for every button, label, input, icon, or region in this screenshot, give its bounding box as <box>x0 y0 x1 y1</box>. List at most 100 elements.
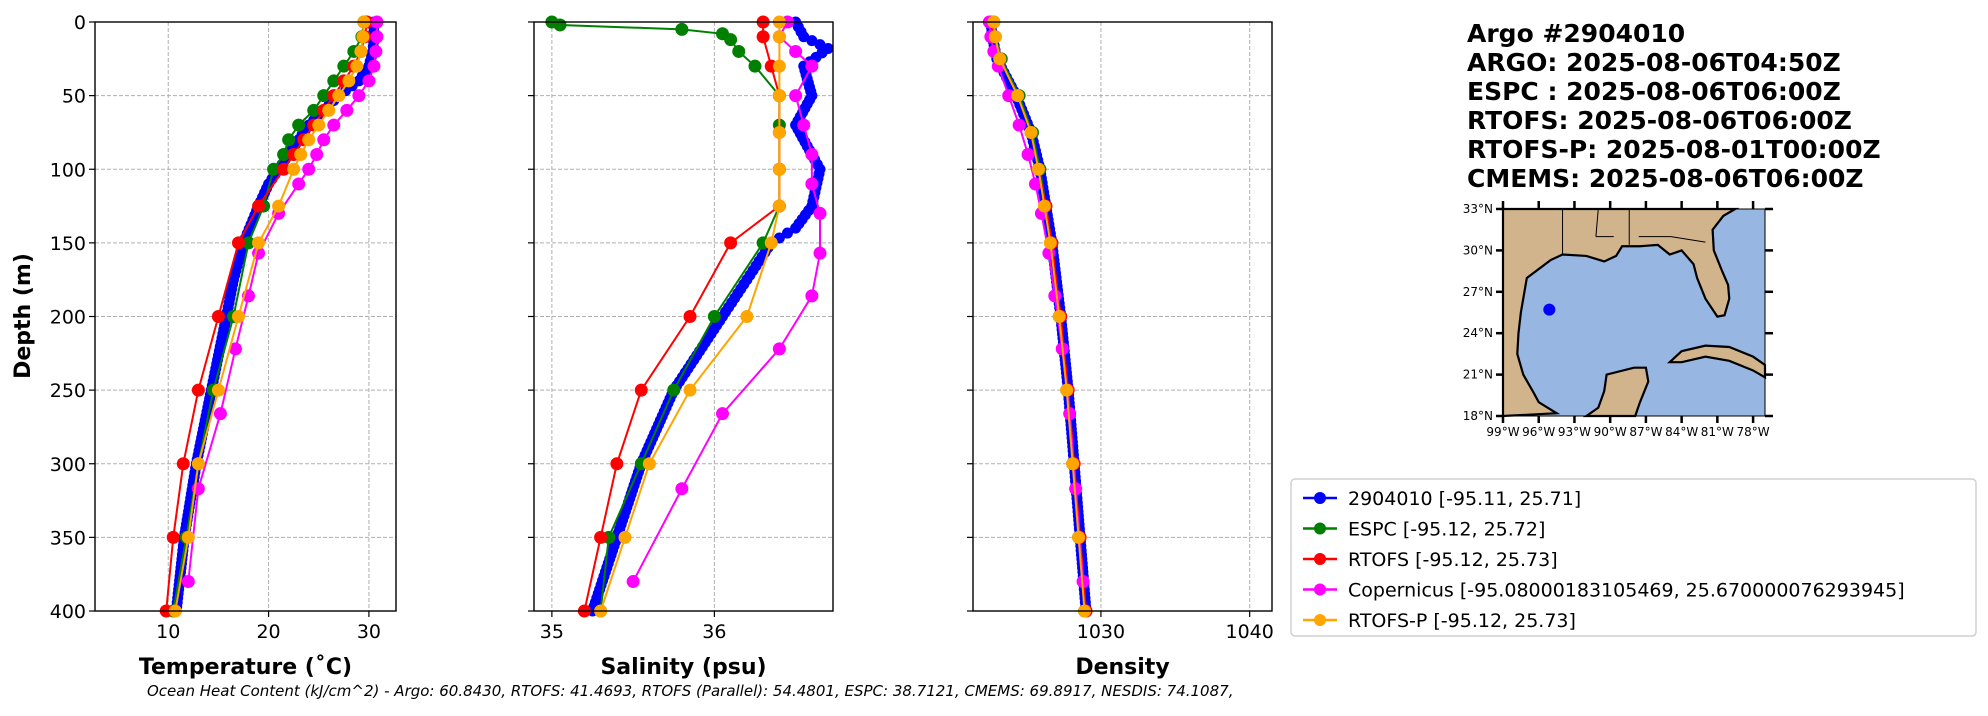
data-point-rtofs-p <box>342 74 356 88</box>
data-point-copernicus <box>805 148 819 162</box>
data-point-rtofs-p <box>211 383 225 397</box>
legend-item: RTOFS [-95.12, 25.73] <box>1303 549 1558 571</box>
data-point-espc <box>724 33 738 47</box>
data-point-copernicus <box>1048 289 1062 303</box>
map-lon-label: 78°W <box>1737 425 1770 439</box>
data-point-rtofs-p <box>993 52 1007 66</box>
data-point-copernicus <box>675 482 689 496</box>
data-point-rtofs-p <box>1037 199 1051 213</box>
data-point-rtofs <box>594 530 608 544</box>
data-point-2904010 <box>790 222 802 234</box>
axes-frame <box>972 21 1273 612</box>
data-point-copernicus <box>805 177 819 191</box>
data-point-espc <box>292 118 306 132</box>
data-point-rtofs <box>634 383 648 397</box>
y-axis-label: Depth (m) <box>11 253 36 379</box>
legend-marker-swatch <box>1314 583 1326 596</box>
legend-frame <box>1290 478 1977 637</box>
legend-item: 2904010 [-95.11, 25.71] <box>1303 488 1581 510</box>
data-point-copernicus <box>805 59 819 73</box>
y-tick-label: 250 <box>50 380 86 402</box>
data-point-copernicus <box>352 89 366 103</box>
data-point-rtofs-p <box>294 148 308 162</box>
data-point-copernicus <box>789 89 803 103</box>
data-point-copernicus <box>805 289 819 303</box>
data-point-rtofs-p <box>1052 310 1066 323</box>
data-point-copernicus <box>1002 89 1016 103</box>
data-point-rtofs-p <box>181 530 195 544</box>
data-point-rtofs-p <box>350 59 364 73</box>
data-point-copernicus <box>370 30 384 44</box>
x-tick-label: 1040 <box>1226 621 1274 643</box>
data-point-rtofs-p <box>1072 530 1086 544</box>
data-point-rtofs-p <box>764 236 778 250</box>
map-lat-label: 30°N <box>1463 243 1493 257</box>
y-tick-label: 350 <box>50 527 86 549</box>
data-point-espc <box>327 74 341 88</box>
map-land <box>1501 207 1740 418</box>
data-point-copernicus <box>1012 118 1026 132</box>
location-map: 33°N 30°N 27°N 24°N 21°N 18°N 99°W 96°W 93°W 90°W… <box>1463 201 1773 439</box>
data-point-2904010 <box>806 35 818 47</box>
y-tick-label: 0 <box>74 12 86 34</box>
map-lon-label: 93°W <box>1558 425 1591 439</box>
title-line-rtofs: RTOFS: 2025-08-06T06:00Z <box>1467 106 1852 135</box>
data-point-2904010 <box>782 227 793 239</box>
data-point-rtofs <box>211 310 225 323</box>
data-point-copernicus <box>797 118 811 132</box>
map-lat-label: 24°N <box>1463 326 1493 340</box>
data-point-rtofs <box>277 162 291 176</box>
x-tick-label: 36 <box>702 621 726 643</box>
data-point-rtofs <box>231 236 245 250</box>
legend-marker-swatch <box>1314 553 1326 565</box>
data-point-rtofs <box>683 310 697 323</box>
map-lon-label: 99°W <box>1486 425 1519 439</box>
legend-marker-swatch <box>1314 614 1326 626</box>
data-point-copernicus <box>1063 407 1077 421</box>
data-point-copernicus <box>772 342 786 356</box>
panel-1: 35 36 Salinity (psu) <box>528 15 834 680</box>
data-point-rtofs <box>724 236 738 250</box>
title-line-rtofs-p: RTOFS-P: 2025-08-01T00:00Z <box>1467 135 1881 164</box>
legend-label: RTOFS [-95.12, 25.73] <box>1348 549 1558 571</box>
data-point-rtofs-p <box>272 199 286 213</box>
title-line-float: Argo #2904010 <box>1467 19 1685 48</box>
series-line-copernicus <box>988 21 1085 582</box>
data-point-rtofs-p <box>1024 125 1038 139</box>
map-lon-label: 84°W <box>1665 425 1698 439</box>
axes-frame <box>533 21 834 612</box>
x-tick-label: 30 <box>357 621 381 643</box>
y-tick-label: 100 <box>50 159 86 181</box>
data-point-rtofs-p <box>1066 457 1080 471</box>
x-tick-label: 10 <box>156 621 180 643</box>
data-point-espc <box>748 59 762 73</box>
data-point-rtofs-p <box>356 30 370 44</box>
data-point-copernicus <box>213 407 227 421</box>
data-point-rtofs-p <box>772 162 786 176</box>
data-point-espc <box>337 59 351 73</box>
legend-label: ESPC [-95.12, 25.72] <box>1348 519 1545 541</box>
data-point-copernicus <box>310 148 324 162</box>
data-point-copernicus <box>327 118 341 132</box>
data-point-espc <box>267 162 281 176</box>
data-point-rtofs-p <box>322 103 336 117</box>
data-point-copernicus <box>292 177 306 191</box>
data-point-rtofs-p <box>683 383 697 397</box>
data-point-rtofs <box>756 30 770 44</box>
data-point-rtofs-p <box>287 162 301 176</box>
legend-label: 2904010 [-95.11, 25.71] <box>1348 488 1581 510</box>
data-point-rtofs-p <box>191 457 205 471</box>
data-point-rtofs-p <box>772 199 786 213</box>
map-lat-label: 33°N <box>1463 202 1493 216</box>
legend-marker-swatch <box>1314 492 1326 504</box>
title-line-espc: ESPC : 2025-08-06T06:00Z <box>1467 77 1841 106</box>
data-point-copernicus <box>813 206 827 220</box>
y-tick-label: 300 <box>50 454 86 476</box>
data-point-rtofs-p <box>618 530 632 544</box>
data-point-rtofs-p <box>1043 236 1057 250</box>
axes-frame <box>94 21 397 612</box>
map-lat-label: 18°N <box>1463 409 1493 423</box>
legend-label: Copernicus [-95.08000183105469, 25.67000… <box>1348 580 1905 602</box>
map-frame <box>1502 208 1766 417</box>
data-point-rtofs <box>176 457 190 471</box>
